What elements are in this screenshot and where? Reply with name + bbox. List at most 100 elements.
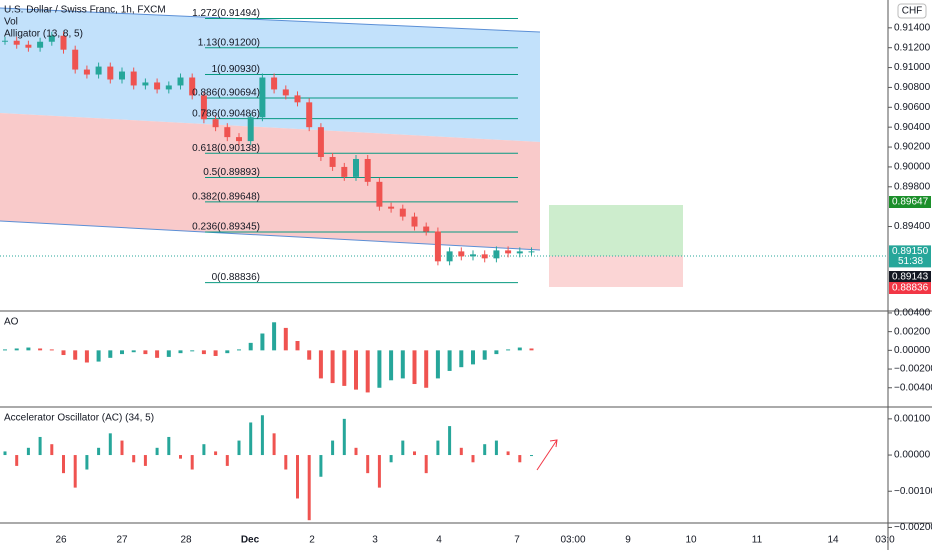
x-tick-label: 14 xyxy=(827,535,839,546)
candle xyxy=(72,49,79,70)
histogram-bar xyxy=(296,455,299,499)
arrow xyxy=(536,439,558,471)
histogram-bar xyxy=(272,433,276,456)
histogram-bar xyxy=(389,455,393,463)
fib-label: 0.5(0.89893) xyxy=(203,167,260,178)
candle xyxy=(37,41,44,48)
histogram-bar xyxy=(307,455,311,521)
histogram-bar xyxy=(213,350,218,356)
candle xyxy=(446,251,453,262)
histogram-bar xyxy=(342,350,347,386)
x-tick-label: 03:00 xyxy=(560,535,585,546)
y-tick-label: −0.00200 xyxy=(894,522,932,533)
candle xyxy=(48,35,55,42)
currency[interactable]: CHF xyxy=(902,6,923,17)
y-tick-label: 0.90600 xyxy=(894,102,931,113)
histogram-bar xyxy=(85,455,89,470)
candle xyxy=(458,251,465,257)
histogram-bar xyxy=(131,350,136,353)
candle xyxy=(282,89,289,96)
fib-label: 1.13(0.91200) xyxy=(198,37,260,48)
histogram-bar xyxy=(518,455,522,463)
candle xyxy=(353,158,359,177)
histogram-bar xyxy=(132,455,136,463)
histogram-bar xyxy=(202,444,206,456)
histogram-bar xyxy=(201,350,206,355)
histogram-bar xyxy=(26,447,30,456)
y-tick-label: 0.00400 xyxy=(894,308,931,319)
histogram-bar xyxy=(413,451,416,456)
histogram-bar xyxy=(167,436,171,456)
fib-label: 1(0.90930) xyxy=(212,64,260,75)
histogram-bar xyxy=(61,350,66,356)
alligator-label: Alligator (13, 8, 5) xyxy=(4,29,83,40)
histogram-bar xyxy=(295,340,300,351)
y-tick-label: 0.00000 xyxy=(894,345,931,356)
candle xyxy=(177,77,184,86)
histogram-bar xyxy=(319,455,323,477)
histogram-bar xyxy=(38,436,42,456)
histogram-bar xyxy=(365,350,370,393)
price-badge xyxy=(889,196,931,209)
histogram-bar xyxy=(435,350,440,379)
fib-label: 0.618(0.90138) xyxy=(192,143,260,154)
histogram-bar xyxy=(50,444,54,456)
candle xyxy=(247,117,254,142)
histogram-bar xyxy=(494,440,498,456)
candle xyxy=(481,254,488,259)
ac-title: Accelerator Oscillator (AC) (34, 5) xyxy=(4,413,154,424)
histogram-bar xyxy=(400,350,405,379)
candle xyxy=(95,66,102,75)
histogram-bar xyxy=(448,426,452,456)
histogram-bar xyxy=(272,322,277,351)
histogram-bar xyxy=(225,455,229,466)
x-tick-label: 11 xyxy=(752,535,763,546)
candle xyxy=(505,250,512,254)
histogram-bar xyxy=(424,455,428,474)
x-tick-label: 26 xyxy=(55,535,67,546)
candle xyxy=(271,77,278,90)
x-tick-label: 7 xyxy=(514,535,520,546)
histogram-bar xyxy=(354,447,358,456)
histogram-bar xyxy=(96,350,101,362)
price-badge-label: 0.89143 xyxy=(892,272,929,283)
currency-box[interactable] xyxy=(897,3,927,19)
candle xyxy=(83,69,90,75)
histogram-bar xyxy=(3,349,7,351)
volume-label: Vol xyxy=(4,17,18,28)
histogram-bar xyxy=(482,350,487,360)
histogram-bar xyxy=(26,347,31,351)
candle xyxy=(493,250,500,259)
histogram-bar xyxy=(178,350,183,354)
x-tick-label: 3 xyxy=(372,535,378,546)
histogram-bar xyxy=(249,422,253,456)
histogram-bar xyxy=(14,348,19,351)
y-tick-label: 0.89800 xyxy=(894,181,931,192)
candle xyxy=(364,158,371,182)
y-tick-label: −0.00100 xyxy=(894,486,932,497)
histogram-bar xyxy=(120,440,124,456)
price-badge xyxy=(889,245,931,268)
y-tick-label: 0.91200 xyxy=(894,42,931,53)
profit-zone xyxy=(549,205,683,256)
y-tick-label: 0.90800 xyxy=(894,82,931,93)
price-badge-label: 0.88836 xyxy=(892,283,929,294)
histogram-bar xyxy=(38,348,43,351)
histogram-bar xyxy=(377,455,381,488)
price-badge-label: 0.89150 xyxy=(892,246,929,257)
y-tick-label: 0.00000 xyxy=(894,450,931,461)
histogram-bar xyxy=(155,447,159,456)
price-badge xyxy=(889,271,931,283)
histogram-bar xyxy=(471,350,475,365)
candle xyxy=(528,251,535,253)
candle xyxy=(154,82,161,90)
candle xyxy=(212,119,219,128)
channel-line xyxy=(0,7,541,33)
loss-zone xyxy=(549,256,683,287)
candle xyxy=(165,85,172,90)
histogram-bar xyxy=(166,350,171,357)
x-tick-label: 03:0 xyxy=(875,535,895,546)
histogram-bar xyxy=(412,350,417,385)
histogram-bar xyxy=(530,455,533,457)
